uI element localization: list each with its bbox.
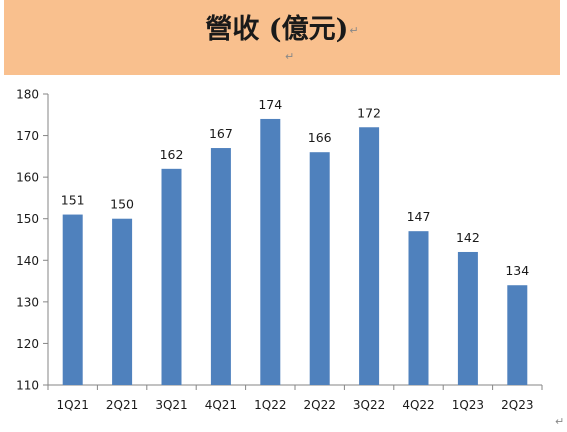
x-tick-label: 2Q21 bbox=[106, 398, 138, 412]
bar bbox=[359, 127, 380, 385]
data-label: 162 bbox=[160, 147, 184, 162]
data-label: 174 bbox=[258, 97, 282, 112]
data-label: 172 bbox=[357, 105, 381, 120]
bar bbox=[161, 168, 182, 385]
data-label: 142 bbox=[456, 230, 480, 245]
y-tick-label: 170 bbox=[16, 129, 39, 143]
y-tick-label: 150 bbox=[16, 212, 39, 226]
x-tick-label: 3Q21 bbox=[155, 398, 187, 412]
bar bbox=[112, 218, 133, 385]
banner-return-mark: ↵ bbox=[285, 50, 295, 63]
bar bbox=[210, 148, 231, 385]
data-label: 151 bbox=[61, 193, 85, 208]
x-tick-label: 1Q23 bbox=[452, 398, 484, 412]
x-tick-label: 1Q22 bbox=[254, 398, 286, 412]
y-tick-label: 130 bbox=[16, 295, 39, 309]
y-tick-label: 110 bbox=[16, 379, 39, 393]
bar bbox=[260, 118, 281, 385]
bar bbox=[62, 214, 83, 385]
chart-title: 營收 (億元)↵ bbox=[4, 7, 560, 46]
y-tick-label: 160 bbox=[16, 171, 39, 185]
x-tick-label: 2Q22 bbox=[304, 398, 336, 412]
title-return-mark: ↵ bbox=[349, 24, 359, 37]
bar bbox=[408, 231, 429, 385]
data-label: 166 bbox=[308, 130, 332, 145]
y-tick-label: 180 bbox=[16, 88, 39, 102]
y-tick-label: 140 bbox=[16, 254, 39, 268]
x-tick-label: 4Q22 bbox=[402, 398, 434, 412]
x-tick-label: 1Q21 bbox=[57, 398, 89, 412]
x-tick-label: 2Q23 bbox=[501, 398, 533, 412]
title-banner: 營收 (億元)↵ ↵ bbox=[4, 0, 560, 75]
y-tick-label: 120 bbox=[16, 337, 39, 351]
data-label: 134 bbox=[505, 263, 529, 278]
chart-title-text: 營收 (億元) bbox=[205, 14, 349, 45]
x-tick-label: 4Q21 bbox=[205, 398, 237, 412]
data-label: 150 bbox=[110, 197, 134, 212]
page-return-mark: ↵ bbox=[555, 415, 565, 428]
bar bbox=[457, 251, 478, 385]
bar bbox=[309, 152, 330, 385]
x-tick-label: 3Q22 bbox=[353, 398, 385, 412]
bar bbox=[507, 285, 528, 385]
data-label: 147 bbox=[407, 209, 431, 224]
data-label: 167 bbox=[209, 126, 233, 141]
